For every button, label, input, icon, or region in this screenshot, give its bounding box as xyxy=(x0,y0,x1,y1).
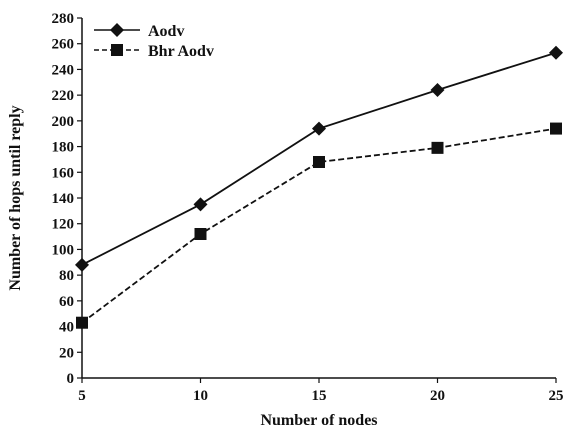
data-point-aodv xyxy=(193,197,208,212)
x-tick-label: 15 xyxy=(312,388,327,404)
data-point-aodv xyxy=(549,45,563,60)
y-tick-label: 200 xyxy=(52,114,75,130)
legend: Aodv Bhr Aodv xyxy=(94,23,214,60)
y-tick-label: 260 xyxy=(52,37,75,53)
y-tick-label: 160 xyxy=(52,165,75,181)
x-tick-label: 10 xyxy=(193,388,208,404)
y-tick-label: 280 xyxy=(52,11,75,27)
y-tick-label: 0 xyxy=(67,371,75,387)
data-point-bhr-aodv xyxy=(194,228,207,240)
legend-label-aodv: Aodv xyxy=(148,23,184,40)
data-point-bhr-aodv xyxy=(550,122,562,135)
data-point-bhr-aodv xyxy=(76,316,88,329)
x-axis-label: Number of nodes xyxy=(260,412,377,429)
legend-marker-square-icon xyxy=(111,44,123,56)
axes xyxy=(81,18,556,379)
y-tick-label: 240 xyxy=(52,62,75,78)
series-layer xyxy=(75,45,563,329)
legend-label-bhr-aodv: Bhr Aodv xyxy=(148,43,214,60)
y-tick-label: 120 xyxy=(52,217,75,233)
y-tick-label: 80 xyxy=(59,268,74,284)
data-point-bhr-aodv xyxy=(313,156,325,168)
legend-marker-diamond-icon xyxy=(110,23,124,37)
y-tick-label: 100 xyxy=(52,242,75,258)
data-point-aodv xyxy=(430,83,445,97)
y-axis-label: Number of hops until reply xyxy=(7,105,24,290)
y-tick-label: 180 xyxy=(52,140,75,156)
x-tick-label: 25 xyxy=(549,388,564,404)
data-point-aodv xyxy=(75,257,89,272)
y-tick-label: 40 xyxy=(59,320,74,336)
x-tick-label: 20 xyxy=(430,388,445,404)
data-point-bhr-aodv xyxy=(431,141,444,154)
y-ticks: 0 20 40 60 80 100 120 140 160 180 200 220 240 260 280 xyxy=(52,11,82,387)
y-tick-label: 220 xyxy=(52,88,75,104)
y-tick-label: 20 xyxy=(59,345,74,361)
data-point-aodv xyxy=(312,121,326,136)
x-tick-label: 5 xyxy=(78,388,86,404)
y-tick-label: 140 xyxy=(52,191,75,207)
x-ticks: 5 10 15 20 25 xyxy=(78,378,564,404)
y-tick-label: 60 xyxy=(59,294,74,310)
series-line-bhr-aodv xyxy=(81,127,557,324)
